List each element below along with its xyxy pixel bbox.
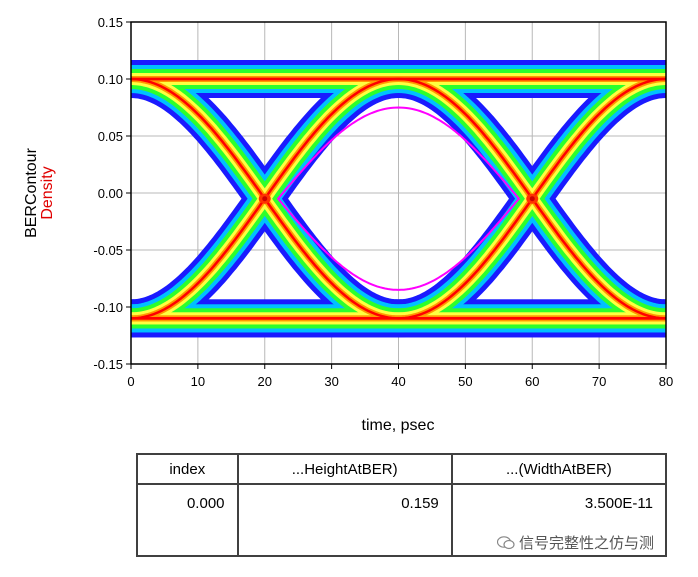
y-tick-label: -0.15 bbox=[93, 357, 123, 372]
x-tick-label: 0 bbox=[127, 374, 134, 389]
table-header-row: index ...HeightAtBER) ...(WidthAtBER) bbox=[136, 453, 668, 485]
y-tick-label: 0.15 bbox=[98, 15, 123, 30]
x-tick-label: 50 bbox=[458, 374, 472, 389]
x-tick-label: 60 bbox=[525, 374, 539, 389]
y-tick-label: 0.00 bbox=[98, 186, 123, 201]
column-header-index: index bbox=[136, 453, 239, 485]
crossing-core bbox=[262, 196, 268, 202]
watermark-text: 信号完整性之仿与测 bbox=[519, 535, 655, 552]
y-axis-ticks: 0.15 0.10 0.05 0.00 -0.05 -0.10 -0.15 bbox=[93, 15, 131, 372]
wechat-icon bbox=[497, 535, 515, 549]
crossing-core bbox=[529, 196, 535, 202]
x-tick-label: 20 bbox=[258, 374, 272, 389]
x-tick-label: 10 bbox=[191, 374, 205, 389]
watermark: 信号完整性之仿与测 bbox=[497, 532, 654, 553]
results-table: index ...HeightAtBER) ...(WidthAtBER) 0.… bbox=[136, 453, 668, 557]
x-tick-label: 30 bbox=[324, 374, 338, 389]
eye-diagram-chart: 0 10 20 30 40 50 60 70 80 0.15 0.10 0.05 0.00 -0.05 -… bbox=[23, 15, 673, 434]
eye-density-traces bbox=[131, 60, 666, 338]
y-axis-label-density: Density bbox=[39, 166, 56, 219]
x-axis-label: time, psec bbox=[362, 417, 435, 434]
density-band bbox=[131, 77, 666, 320]
x-tick-label: 70 bbox=[592, 374, 606, 389]
y-tick-label: 0.05 bbox=[98, 129, 123, 144]
x-axis-ticks: 0 10 20 30 40 50 60 70 80 bbox=[127, 364, 673, 389]
cell-width-at-ber: 3.500E-11 bbox=[450, 483, 668, 557]
y-tick-label: -0.05 bbox=[93, 243, 123, 258]
x-tick-label: 40 bbox=[391, 374, 405, 389]
y-tick-label: 0.10 bbox=[98, 72, 123, 87]
ber-contour bbox=[276, 106, 521, 291]
cell-index: 0.000 bbox=[136, 483, 239, 557]
table-row: 0.000 0.159 3.500E-11 bbox=[136, 483, 668, 557]
crossing-markers bbox=[258, 193, 539, 204]
density-band bbox=[131, 77, 666, 320]
x-tick-label: 80 bbox=[659, 374, 673, 389]
column-header-height-at-ber: ...HeightAtBER) bbox=[236, 453, 453, 485]
column-header-width-at-ber: ...(WidthAtBER) bbox=[450, 453, 668, 485]
y-tick-label: -0.10 bbox=[93, 300, 123, 315]
y-axis-label: BERContour bbox=[23, 147, 40, 237]
cell-height-at-ber: 0.159 bbox=[236, 483, 453, 557]
